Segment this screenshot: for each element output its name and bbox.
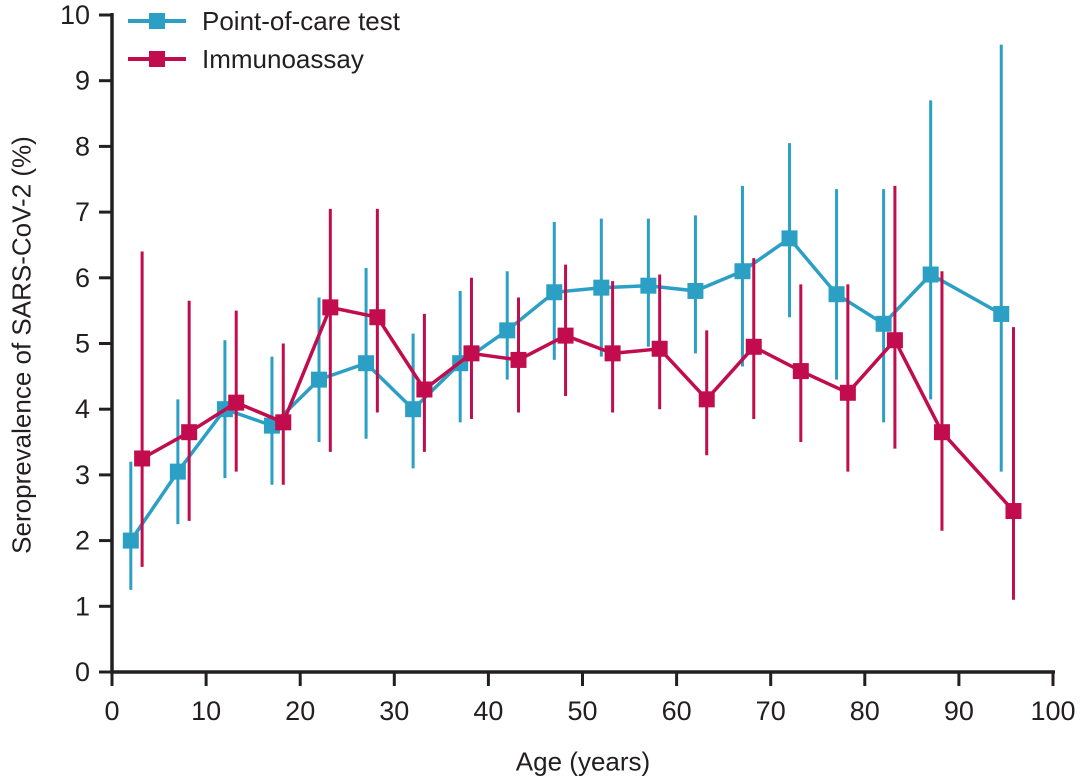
x-tick-label: 60 xyxy=(662,696,692,726)
series-immunoassay-marker xyxy=(369,309,386,326)
x-tick-label: 20 xyxy=(285,696,315,726)
series-poc-marker xyxy=(405,401,422,418)
x-tick-label: 100 xyxy=(1030,696,1075,726)
series-poc-marker xyxy=(734,263,751,280)
y-tick-label: 6 xyxy=(75,263,90,293)
series-immunoassay-marker xyxy=(792,363,809,380)
series-poc-marker xyxy=(358,355,375,372)
series-poc-marker xyxy=(875,315,892,332)
y-tick-label: 2 xyxy=(75,526,90,556)
series-poc-marker xyxy=(499,322,516,339)
series-poc-marker xyxy=(781,230,798,247)
series-poc-marker xyxy=(828,286,845,303)
x-tick-label: 70 xyxy=(756,696,786,726)
series-immunoassay-marker xyxy=(228,394,245,411)
series-poc-marker xyxy=(922,266,939,283)
series-poc-marker xyxy=(593,279,610,296)
y-axis-title: Seroprevalence of SARS-CoV-2 (%) xyxy=(6,136,37,554)
y-tick-label: 10 xyxy=(60,0,90,30)
y-tick-label: 9 xyxy=(75,66,90,96)
series-immunoassay-marker xyxy=(933,424,950,441)
x-tick-label: 30 xyxy=(379,696,409,726)
y-tick-label: 3 xyxy=(75,460,90,490)
legend-line-marker-icon xyxy=(128,13,186,29)
series-immunoassay-marker xyxy=(416,381,433,398)
series-poc-marker xyxy=(122,532,139,549)
x-axis-title: Age (years) xyxy=(515,746,651,777)
series-immunoassay-marker xyxy=(651,340,668,357)
series-immunoassay-marker xyxy=(839,384,856,401)
x-tick-label: 10 xyxy=(191,696,221,726)
series-immunoassay-marker xyxy=(181,424,198,441)
series-immunoassay-marker xyxy=(698,391,715,408)
legend-item-immunoassay: Immunoassay xyxy=(128,40,400,78)
x-tick-label: 50 xyxy=(567,696,597,726)
series-immunoassay-marker xyxy=(275,414,292,431)
series-immunoassay-marker xyxy=(745,338,762,355)
series-immunoassay-marker xyxy=(322,299,339,316)
series-immunoassay-marker xyxy=(604,345,621,362)
x-tick-label: 40 xyxy=(473,696,503,726)
series-poc-marker xyxy=(311,371,328,388)
series-immunoassay-marker xyxy=(557,327,574,344)
series-immunoassay-marker xyxy=(1005,503,1022,520)
series-poc-marker xyxy=(687,282,704,299)
x-tick-label: 90 xyxy=(944,696,974,726)
y-tick-label: 1 xyxy=(75,591,90,621)
y-tick-label: 8 xyxy=(75,131,90,161)
series-poc-marker xyxy=(546,284,563,301)
legend-label: Immunoassay xyxy=(202,43,364,74)
series-poc-marker xyxy=(169,463,186,480)
series-immunoassay-marker xyxy=(886,332,903,349)
y-tick-label: 0 xyxy=(75,657,90,687)
y-tick-label: 7 xyxy=(75,197,90,227)
legend: Point-of-care test Immunoassay xyxy=(128,2,400,78)
series-poc-marker xyxy=(993,305,1010,322)
x-tick-label: 80 xyxy=(850,696,880,726)
series-poc-marker xyxy=(640,277,657,294)
series-immunoassay-marker xyxy=(134,450,151,467)
series-immunoassay-marker xyxy=(463,345,480,362)
legend-label: Point-of-care test xyxy=(202,5,400,36)
y-tick-label: 5 xyxy=(75,329,90,359)
x-tick-label: 0 xyxy=(104,696,119,726)
legend-line-marker-icon xyxy=(128,51,186,67)
legend-item-poc: Point-of-care test xyxy=(128,2,400,40)
y-tick-label: 4 xyxy=(75,394,90,424)
series-immunoassay-marker xyxy=(510,351,527,368)
